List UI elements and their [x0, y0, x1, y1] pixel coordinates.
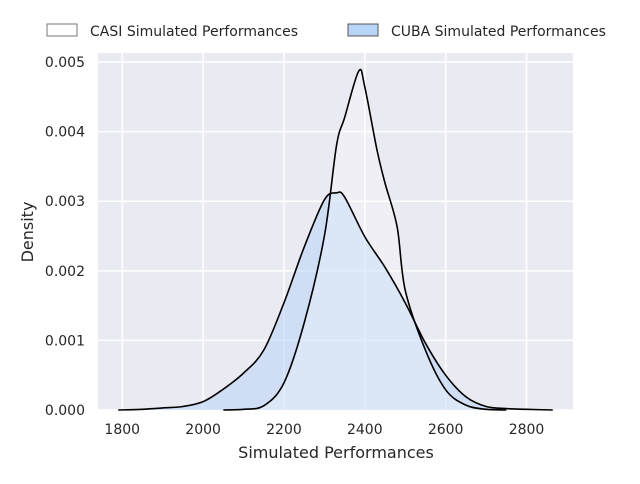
y-tick-label: 0.005 — [45, 55, 85, 71]
kde-line-casi — [223, 68, 507, 411]
legend-label-cuba: CUBA Simulated Performances — [391, 24, 606, 40]
y-tick-label: 0.002 — [45, 264, 85, 280]
x-tick-label: 1800 — [104, 422, 140, 438]
kde-line-cuba — [118, 191, 553, 411]
legend-label-casi: CASI Simulated Performances — [90, 24, 298, 40]
y-axis-label: Density — [18, 202, 37, 263]
legend: CASI Simulated Performances CUBA Simulat… — [46, 23, 606, 40]
kde-area-casi — [223, 69, 507, 411]
y-tick-label: 0.000 — [45, 403, 85, 419]
x-tick-label: 2000 — [185, 422, 221, 438]
x-tick-label: 2600 — [428, 422, 464, 438]
x-axis-label: Simulated Performances — [238, 443, 434, 462]
legend-swatch-cuba — [347, 23, 379, 37]
y-tick-label: 0.001 — [45, 333, 85, 349]
x-tick-label: 2400 — [347, 422, 383, 438]
legend-swatch-casi — [46, 23, 78, 37]
y-tick-label: 0.003 — [45, 194, 85, 210]
kde-area-cuba — [118, 192, 553, 410]
y-tick-label: 0.004 — [45, 125, 85, 141]
x-tick-label: 2200 — [266, 422, 302, 438]
x-tick-label: 2800 — [509, 422, 545, 438]
